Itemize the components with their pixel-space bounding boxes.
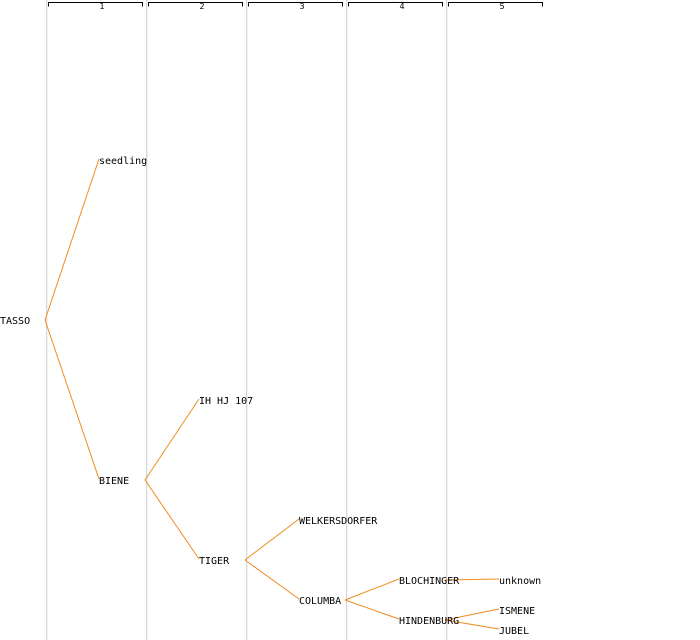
generation-label: 5 [499,2,504,11]
pedigree-edge [44,158,100,321]
generation-bracket [448,2,543,7]
pedigree-node-blochinger[interactable]: BLOCHINGER [399,576,460,587]
pedigree-node-ismene[interactable]: ISMENE [499,606,535,617]
generation-label: 4 [399,2,404,11]
generation-bracket [48,2,143,7]
generation-label: 2 [199,2,204,11]
pedigree-edge [144,479,200,560]
pedigree-node-columba[interactable]: COLUMBA [299,596,341,607]
pedigree-edge [344,578,400,601]
pedigree-edge [244,518,300,561]
pedigree-node-jubel[interactable]: JUBEL [499,626,529,637]
generation-bracket [148,2,243,7]
pedigree-node-tiger[interactable]: TIGER [199,556,230,567]
pedigree-node-welkersdorfer[interactable]: WELKERSDORFER [299,516,378,527]
pedigree-edge [444,619,500,630]
pedigree-node-ih-hj-107[interactable]: IH HJ 107 [199,396,253,407]
pedigree-node-seedling[interactable]: seedling [99,156,147,167]
pedigree-node-biene[interactable]: BIENE [99,476,129,487]
pedigree-node-hindenburg[interactable]: HINDENBURG [399,616,459,627]
generation-bracket [248,2,343,7]
pedigree-edge [44,319,100,480]
pedigree-node-tasso[interactable]: TASSO [0,316,30,327]
pedigree-edge [144,398,200,481]
pedigree-edge [344,599,400,620]
pedigree-edge [244,559,300,600]
pedigree-edges [44,158,500,630]
pedigree-node-unknown[interactable]: unknown [499,576,541,587]
generation-label: 1 [99,2,104,11]
pedigree-edge [444,608,500,621]
generation-bracket [348,2,443,7]
pedigree-edge [444,578,500,581]
generation-label: 3 [299,2,304,11]
pedigree-nodes: TASSO seedling BIENE IH HJ 107 TIGER WELKERSD… [0,156,541,637]
generation-columns: 1 2 3 4 5 [46,0,543,640]
